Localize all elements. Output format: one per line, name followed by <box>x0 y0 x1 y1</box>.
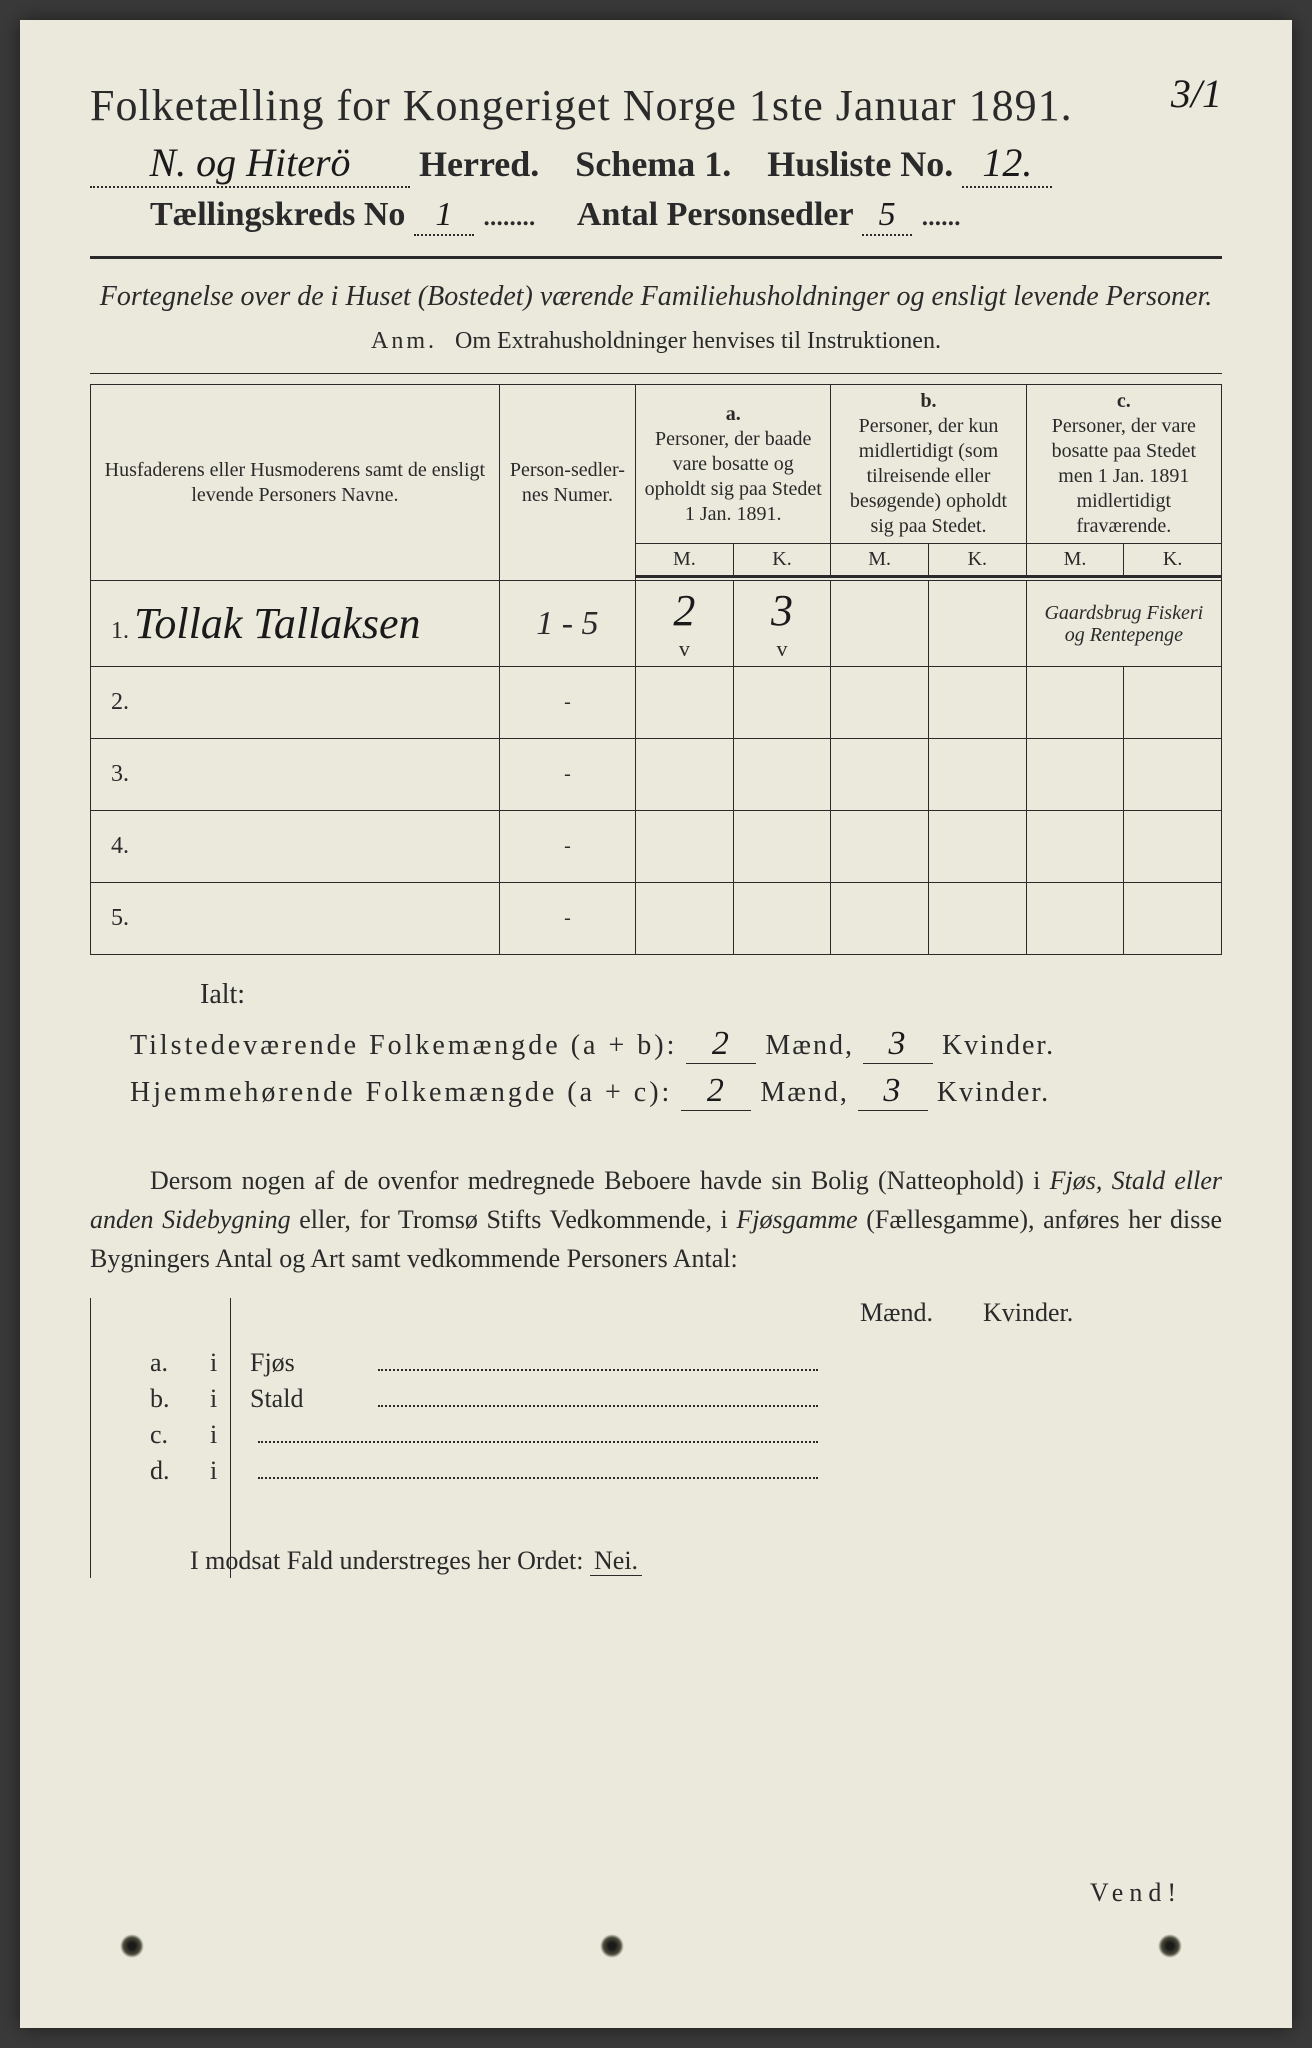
nei-word: Nei. <box>590 1546 642 1576</box>
anm-label: Anm. <box>371 328 437 354</box>
subtitle: Fortegnelse over de i Huset (Bostedet) v… <box>90 277 1222 316</box>
col-b-m: M. <box>831 544 929 577</box>
vend-label: Vend! <box>1090 1878 1182 1908</box>
binding-hole-icon <box>600 1934 624 1958</box>
col-b-header: b. Personer, der kun midlertidigt (som t… <box>831 385 1026 544</box>
row1-name-cell: 1. Tollak Tallaksen <box>91 581 500 667</box>
binding-hole-icon <box>1158 1934 1182 1958</box>
kreds-label: Tællingskreds No <box>150 196 405 233</box>
totals-line-2: Hjemmehørende Folkemængde (a + c): 2 Mæn… <box>130 1072 1222 1111</box>
row1-a-k: 3 v <box>733 581 831 667</box>
anm-line: Anm. Om Extrahusholdninger henvises til … <box>90 328 1222 355</box>
divider-anm <box>90 373 1222 374</box>
mk-header: Mænd. Kvinder. <box>830 1298 1222 1328</box>
ialt-label: Ialt: <box>200 979 1222 1011</box>
herred-value: N. og Hiterö <box>90 139 410 188</box>
row1-b-k <box>929 581 1027 667</box>
divider-top <box>90 256 1222 259</box>
table-header-row-1: Husfaderens eller Husmoderens samt de en… <box>91 385 1222 544</box>
table-row: 3. - <box>91 739 1222 811</box>
maend-label: Mænd. <box>830 1298 963 1328</box>
husliste-label: Husliste No. <box>767 144 953 184</box>
table-row: 5. - <box>91 883 1222 955</box>
col-name-header: Husfaderens eller Husmoderens samt de en… <box>91 385 500 581</box>
schema-label: Schema 1. <box>575 144 731 184</box>
binding-hole-icon <box>120 1934 144 1958</box>
row1-b-m <box>831 581 929 667</box>
table-row: 1. Tollak Tallaksen 1 - 5 2 v 3 v Gaards… <box>91 581 1222 667</box>
col-a-k: K. <box>733 544 831 577</box>
mk-column-container: Mænd. Kvinder. a. i Fjøs b. i Stald c. i <box>90 1298 1222 1486</box>
totals-line-1: Tilstedeværende Folkemængde (a + b): 2 M… <box>130 1025 1222 1064</box>
col-a-m: M. <box>636 544 734 577</box>
header-line-kreds: Tællingskreds No 1 ........ Antal Person… <box>90 196 1222 236</box>
main-table: Husfaderens eller Husmoderens samt de en… <box>90 384 1222 955</box>
list-item: a. i Fjøs <box>150 1348 1222 1378</box>
col-c-header: c. Personer, der vare bosatte paa Stedet… <box>1026 385 1221 544</box>
page-corner-note: 3/1 <box>1171 70 1222 117</box>
list-item: c. i <box>150 1420 1222 1450</box>
census-form-document: 3/1 Folketælling for Kongeriget Norge 1s… <box>20 20 1292 2028</box>
row1-name: Tollak Tallaksen <box>134 599 420 648</box>
col-c-k: K. <box>1124 544 1222 577</box>
row1-a-m: 2 v <box>636 581 734 667</box>
personsedler-value: 5 <box>862 196 912 236</box>
document-title: Folketælling for Kongeriget Norge 1ste J… <box>90 80 1222 131</box>
header-line-herred: N. og Hiterö Herred. Schema 1. Husliste … <box>90 139 1222 188</box>
personsedler-label: Antal Personsedler <box>577 196 854 233</box>
husliste-value: 12. <box>962 139 1052 188</box>
col-a-header: a. Personer, der baade vare bosatte og o… <box>636 385 831 544</box>
col-b-k: K. <box>929 544 1027 577</box>
totals1-m: 2 <box>686 1025 756 1064</box>
nei-line: I modsat Fald understreges her Ordet: Ne… <box>190 1546 1222 1576</box>
totals2-k: 3 <box>858 1072 928 1111</box>
row1-sedler: 1 - 5 <box>499 581 635 667</box>
list-item: d. i <box>150 1456 1222 1486</box>
anm-text: Om Extrahusholdninger henvises til Instr… <box>455 328 941 354</box>
sub-building-list: a. i Fjøs b. i Stald c. i d. i <box>150 1348 1222 1486</box>
kreds-value: 1 <box>414 196 474 236</box>
table-row: 4. - <box>91 811 1222 883</box>
totals1-k: 3 <box>863 1025 933 1064</box>
kvinder-label: Kvinder. <box>963 1298 1093 1328</box>
totals2-m: 2 <box>681 1072 751 1111</box>
col-c-m: M. <box>1026 544 1124 577</box>
table-row: 2. - <box>91 667 1222 739</box>
row1-c-note: Gaardsbrug Fiskeri og Rentepenge <box>1026 581 1221 667</box>
herred-label: Herred. <box>419 144 539 184</box>
side-building-paragraph: Dersom nogen af de ovenfor medregnede Be… <box>90 1161 1222 1278</box>
col-num-header: Person-sedler-nes Numer. <box>499 385 635 581</box>
list-item: b. i Stald <box>150 1384 1222 1414</box>
